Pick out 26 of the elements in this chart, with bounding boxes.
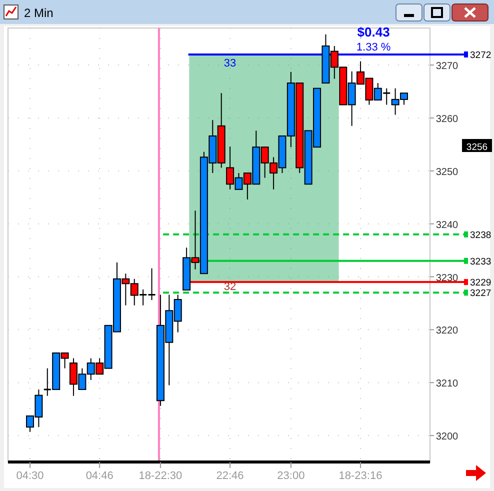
ref-line-label: 3238 [470,230,492,241]
text: 3256 [466,142,488,153]
ref-line-label: 3233 [470,256,492,268]
x-tick-label: 22:46 [216,470,244,482]
candlestick [148,268,156,301]
annotation: 33 [224,57,236,70]
y-tick-label: 3260 [436,114,459,125]
y-tick-label: 3220 [436,326,459,337]
y-tick-label: 3200 [436,432,459,443]
ref-line-label: 3229 [470,278,492,289]
ref-line-label: 3272 [470,50,492,61]
ref-line-label: 3227 [470,288,492,300]
x-tick-label: 18-22:30 [138,470,182,482]
y-tick-label: 3230 [436,272,459,284]
y-tick-label: 3270 [436,61,459,72]
y-tick-label: 3240 [436,220,459,231]
annotation: 32 [224,281,236,294]
annotation: $0.43 [357,24,390,40]
chart-title: 2 Min [24,6,54,20]
y-tick-label: 3210 [436,378,459,390]
x-tick-label: 23:00 [277,470,305,482]
y-tick-label: 3250 [436,166,459,178]
x-tick-label: 18-23:16 [338,470,382,482]
x-tick-label: 04:46 [86,470,114,482]
x-tick-label: 04:30 [16,470,44,482]
annotation: 1.33 % [356,41,391,54]
